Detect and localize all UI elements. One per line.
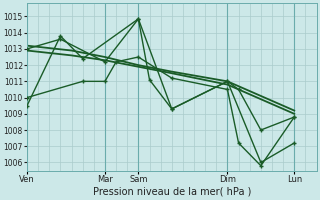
X-axis label: Pression niveau de la mer( hPa ): Pression niveau de la mer( hPa ) — [92, 187, 251, 197]
